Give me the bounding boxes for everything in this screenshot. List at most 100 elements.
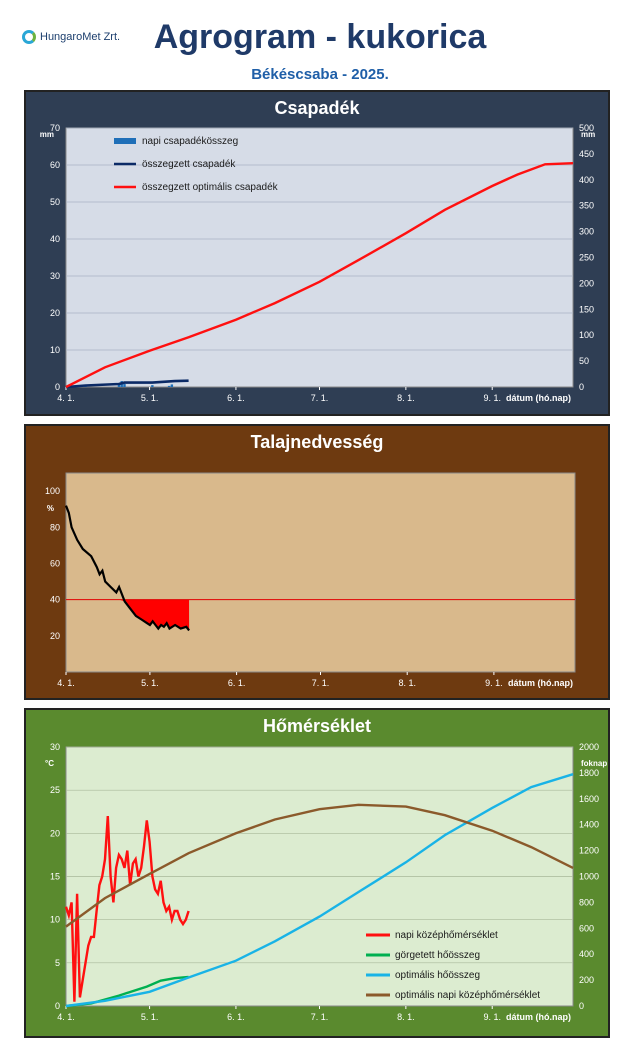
x-axis-label: dátum (hó.nap): [506, 1012, 571, 1022]
y2-tick-label: 300: [579, 227, 594, 237]
series-line-2: [65, 773, 574, 1008]
y-tick-label: 25: [50, 785, 60, 795]
legend-entry: összegzett optimális csapadék: [142, 182, 279, 193]
y2-tick-label: 200: [579, 975, 594, 985]
y-tick-label: 40: [50, 234, 60, 244]
y2-tick-label: 200: [579, 278, 594, 288]
x-tick-label: 4. 1.: [57, 678, 75, 688]
legend-entry: optimális napi középhőmérséklet: [395, 990, 540, 1001]
legend-entry: napi középhőmérséklet: [395, 930, 498, 941]
x-tick-label: 6. 1.: [227, 393, 245, 403]
soil-moisture-panel: Talajnedvesség 20 40 60 80 100% 4. 1. 5. 1. 6. …: [24, 424, 610, 700]
legend-entry: napi csapadékösszeg: [142, 136, 238, 147]
plot-area: [65, 472, 576, 673]
y2-tick-label: 50: [579, 356, 589, 366]
logo: HungaroMet Zrt.: [22, 30, 120, 44]
y2-tick-label: 600: [579, 923, 594, 933]
x-tick-label: 4. 1.: [57, 393, 75, 403]
y-tick-label: 0: [55, 1001, 60, 1011]
y2-tick-label: 800: [579, 897, 594, 907]
y-tick-label: 30: [50, 271, 60, 281]
precip-bar: [167, 385, 171, 387]
y-axis-unit: %: [47, 504, 54, 513]
y-tick-label: 60: [50, 160, 60, 170]
y-tick-label: 20: [50, 828, 60, 838]
soil-moisture-chart-title: Talajnedvesség: [250, 432, 384, 452]
y-tick-label: 0: [55, 382, 60, 392]
temperature-chart: 0 5 10 15 20 25 30 °C 0 200 400 600 800 1000 1200 1400 1…: [45, 742, 607, 1022]
x-tick-label: 8. 1.: [398, 678, 416, 688]
soil-moisture-line: [64, 505, 190, 632]
x-tick-label: 6. 1.: [227, 1012, 245, 1022]
y-axis-unit: mm: [40, 130, 54, 139]
y-tick-label: 10: [50, 345, 60, 355]
series-line-2: [65, 162, 574, 389]
x-tick-label: 6. 1.: [228, 678, 246, 688]
y-tick-label: 20: [50, 631, 60, 641]
y2-tick-label: 250: [579, 253, 594, 263]
series-line-3: [65, 803, 574, 928]
x-tick-label: 5. 1.: [141, 678, 159, 688]
y2-tick-label: 400: [579, 175, 594, 185]
y2-axis-unit: mm: [581, 130, 595, 139]
y2-tick-label: 150: [579, 304, 594, 314]
y-tick-label: 5: [55, 958, 60, 968]
x-tick-label: 4. 1.: [57, 1012, 75, 1022]
series-line-1: [65, 379, 189, 389]
hungaromet-logo-icon: [22, 30, 36, 44]
x-tick-label: 8. 1.: [397, 1012, 415, 1022]
y-tick-label: 70: [50, 123, 60, 133]
y2-tick-label: 450: [579, 149, 594, 159]
precip-bar: [170, 384, 174, 387]
x-tick-label: 5. 1.: [141, 1012, 159, 1022]
soil-moisture-chart: 20 40 60 80 100% 4. 1. 5. 1. 6. 1. 7. 1. 8. 1. 9. …: [45, 472, 576, 688]
x-tick-label: 9. 1.: [485, 678, 503, 688]
legend-entry: optimális hőösszeg: [395, 970, 480, 981]
y-tick-label: 50: [50, 197, 60, 207]
y2-tick-label: 1000: [579, 872, 599, 882]
y2-tick-label: 1800: [579, 768, 599, 778]
precip-bar: [117, 384, 121, 387]
legend-swatch: [114, 138, 136, 144]
temperature-panel: Hőmérséklet 0 5 10 15 20 25 30 °C 0 200 400 600 800 1…: [24, 708, 610, 1038]
legend-entry: összegzett csapadék: [142, 159, 236, 170]
legend-entry: görgetett hőösszeg: [395, 950, 480, 961]
y-tick-label: 60: [50, 558, 60, 568]
moisture-deficit-area: [119, 599, 190, 631]
y2-tick-label: 0: [579, 1001, 584, 1011]
y-tick-label: 80: [50, 522, 60, 532]
y2-tick-label: 2000: [579, 742, 599, 752]
series-line-0: [64, 816, 190, 1002]
precip-bar: [123, 384, 126, 387]
temperature-chart-title: Hőmérséklet: [262, 716, 372, 736]
y-tick-label: 10: [50, 915, 60, 925]
y-tick-label: 100: [45, 486, 60, 496]
y2-tick-label: 400: [579, 949, 594, 959]
x-tick-label: 7. 1.: [312, 678, 330, 688]
precipitation-panel: Csapadék 0 10 20 30 40 50 60 70 mm 0 50 100 150 200 25…: [24, 90, 610, 416]
precipitation-chart-title: Csapadék: [274, 98, 360, 118]
page-title: Agrogram - kukorica: [153, 18, 487, 56]
x-tick-label: 9. 1.: [483, 1012, 501, 1022]
x-tick-label: 8. 1.: [397, 393, 415, 403]
page-subtitle: Békéscsaba - 2025.: [251, 66, 389, 83]
y2-tick-label: 100: [579, 330, 594, 340]
x-axis-label: dátum (hó.nap): [506, 393, 571, 403]
logo-text: HungaroMet Zrt.: [40, 31, 121, 43]
x-tick-label: 7. 1.: [311, 393, 329, 403]
y2-tick-label: 1600: [579, 794, 599, 804]
y-axis-unit: °C: [45, 759, 54, 768]
y2-tick-label: 0: [579, 382, 584, 392]
y2-tick-label: 1400: [579, 820, 599, 830]
y2-axis-unit: foknap: [581, 759, 607, 768]
x-axis-label: dátum (hó.nap): [508, 678, 573, 688]
plot-area: [65, 127, 574, 388]
y-tick-label: 15: [50, 872, 60, 882]
y2-tick-label: 500: [579, 123, 594, 133]
x-tick-label: 5. 1.: [141, 393, 159, 403]
precip-bar: [151, 385, 154, 387]
y-tick-label: 20: [50, 308, 60, 318]
y-tick-label: 40: [50, 595, 60, 605]
x-tick-label: 9. 1.: [483, 393, 501, 403]
y2-tick-label: 350: [579, 201, 594, 211]
